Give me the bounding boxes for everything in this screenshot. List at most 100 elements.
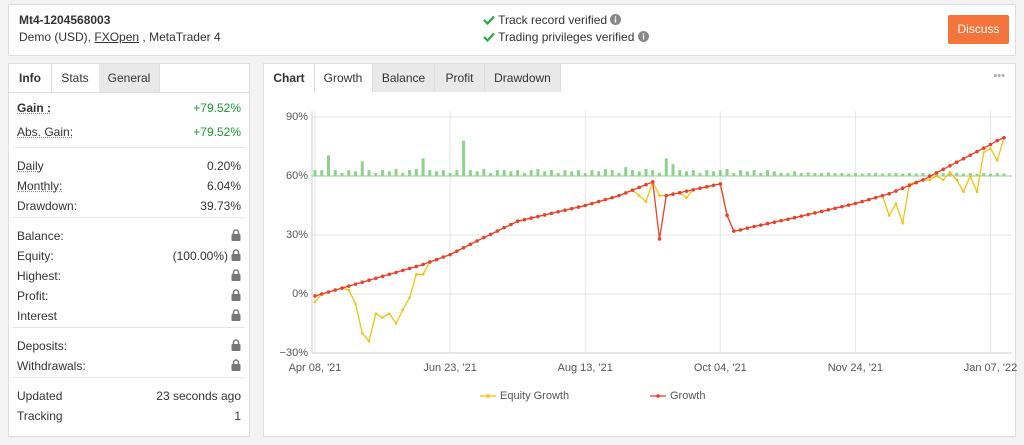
info-icon[interactable] [610, 14, 622, 25]
bar [961, 173, 965, 176]
tab[interactable]: Balance [373, 64, 435, 92]
bar [678, 170, 682, 176]
point [428, 260, 432, 264]
bar [522, 173, 526, 176]
point [563, 208, 567, 213]
bar [401, 173, 405, 176]
menu[interactable]: ••• [993, 70, 1005, 82]
bar [327, 155, 331, 176]
point [982, 151, 986, 154]
point [968, 174, 972, 178]
bar [833, 173, 837, 176]
point [407, 266, 412, 271]
bar [759, 173, 763, 176]
separator [13, 377, 245, 378]
point [806, 212, 810, 217]
info-icon[interactable] [637, 31, 649, 42]
bar [644, 168, 648, 176]
bar [414, 168, 418, 176]
lock-icon [231, 229, 241, 244]
bar [651, 170, 655, 176]
point [569, 206, 574, 211]
stat-row: Updated 23 seconds ago [17, 387, 241, 405]
stat-value: (100.00%) [173, 247, 241, 266]
y-tick-label: 0% [292, 288, 308, 300]
point [935, 174, 938, 178]
point [752, 224, 756, 229]
point [732, 229, 736, 233]
point [941, 167, 946, 172]
point [346, 284, 351, 288]
point [549, 211, 554, 216]
point [1002, 135, 1006, 140]
point [901, 221, 904, 225]
stat-value: 39.73% [200, 197, 241, 215]
broker-link[interactable]: FXOpen [94, 30, 140, 44]
bar [725, 168, 729, 176]
bar [367, 170, 371, 176]
point [711, 183, 716, 188]
stat-label: Gain : [17, 101, 52, 115]
x-tick-label: Jan 07, '22 [964, 362, 1017, 374]
bar [880, 173, 884, 176]
bar [495, 170, 499, 176]
bar [691, 170, 695, 176]
point [374, 312, 378, 315]
stat-value [228, 267, 241, 286]
separator [13, 327, 245, 328]
tab[interactable]: Profit [435, 64, 485, 92]
bar [982, 173, 986, 176]
bar [637, 171, 641, 176]
point [698, 186, 702, 190]
bar [374, 173, 378, 176]
point [685, 196, 688, 199]
stat-row: Tracking 1 [17, 407, 241, 425]
point [745, 226, 750, 230]
bar [995, 173, 999, 176]
bar [685, 171, 689, 176]
point [927, 174, 932, 179]
stat-value: 6.04% [207, 177, 241, 195]
bar [975, 173, 979, 176]
tab-bar: Chart Growth Balance Profit Drawdown ••• [264, 64, 1015, 92]
bar [590, 170, 594, 176]
point [475, 239, 479, 243]
tab[interactable]: Info [9, 64, 52, 92]
point [867, 197, 871, 202]
point [846, 203, 851, 207]
stat-value-text: 6.04% [206, 179, 241, 193]
bar [428, 170, 432, 176]
bar [630, 170, 634, 176]
point [948, 163, 952, 168]
lock-icon [231, 359, 241, 374]
verification: Track record verified [483, 13, 622, 27]
stat-label: Updated [17, 389, 63, 403]
bar [847, 173, 851, 176]
bar [387, 171, 391, 176]
tab[interactable]: Chart [264, 64, 315, 92]
bar [914, 173, 918, 176]
point [900, 186, 905, 190]
tab[interactable]: General [99, 64, 160, 92]
account: Mt4-1204568003 [19, 13, 111, 27]
point [623, 191, 628, 195]
verification: Trading privileges verified [483, 30, 649, 44]
tab[interactable]: Growth [314, 64, 373, 92]
point [394, 322, 398, 325]
point [738, 228, 743, 232]
discuss-button[interactable]: Discuss [948, 15, 1009, 44]
header: Mt4-1204568003 Demo (USD), FXOpen , Meta… [8, 4, 1016, 56]
stat-value [228, 227, 241, 246]
stat-row: Equity: (100.00%) [17, 247, 241, 265]
tab[interactable]: Drawdown [485, 64, 561, 92]
stat-value [228, 287, 241, 306]
stat-value-text: +79.52% [193, 101, 241, 115]
bar [752, 170, 756, 176]
point [380, 274, 385, 279]
x-tick-label: Apr 08, '21 [289, 362, 342, 374]
bar [955, 173, 959, 176]
point [860, 199, 864, 204]
stat-label: Interest [17, 309, 58, 323]
point [907, 183, 912, 188]
point [387, 272, 392, 277]
